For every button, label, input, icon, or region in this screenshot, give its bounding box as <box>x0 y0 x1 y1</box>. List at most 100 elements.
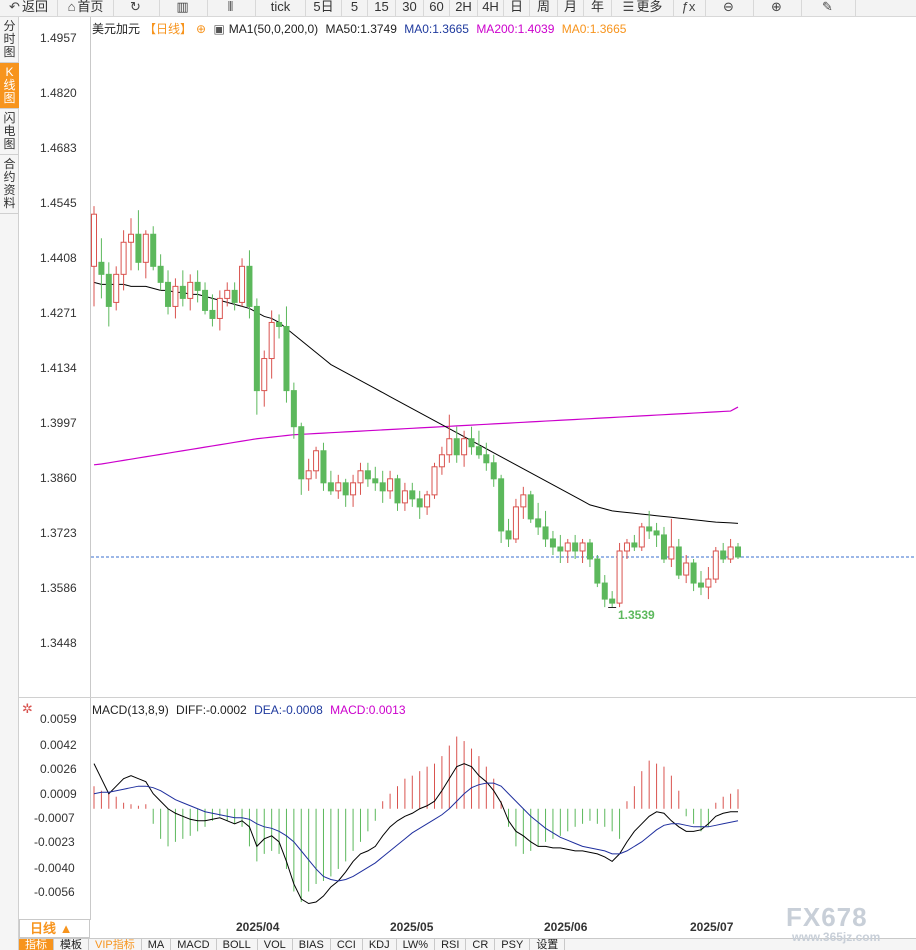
toolbar-label: 周 <box>536 0 550 14</box>
candle-body <box>461 438 468 456</box>
side-tab-3[interactable]: 合约资料 <box>0 155 19 214</box>
candle-body <box>150 233 157 267</box>
toolbar-label: 2H <box>455 0 472 14</box>
toolbar-button-candlestick[interactable]: ⫴ <box>208 0 256 16</box>
toolbar-button-30[interactable]: 30 <box>396 0 424 16</box>
indicator-tab-11[interactable]: RSI <box>435 939 467 950</box>
toolbar-button-年[interactable]: 年 <box>584 0 612 16</box>
candle-body <box>572 542 579 552</box>
toolbar-label: 30 <box>402 0 417 14</box>
toolbar-button-refresh[interactable]: ↻ <box>114 0 160 16</box>
toolbar-button-更多[interactable]: ☰ 更多 <box>612 0 674 16</box>
candle-body <box>379 482 386 492</box>
candle-body <box>276 321 283 327</box>
toolbar-button-4H[interactable]: 4H <box>478 0 504 16</box>
y-axis-line <box>90 17 91 920</box>
ma0-value-2: MA0:1.3665 <box>561 22 627 36</box>
candle-body <box>401 490 408 504</box>
macd-dea: DEA:-0.0008 <box>254 703 323 717</box>
candle-body <box>202 289 209 311</box>
price-tick-label: 1.4683 <box>40 140 77 155</box>
top-toolbar: ↶ 返回 ⌂ 首页 ↻ ▥ ⫴ tick 5日 5 15 30 60 2H 4H 日周月年 ☰ 更多 ƒx ⊖ ⊕ ✎ <box>0 0 916 17</box>
price-tick-label: 1.3448 <box>40 636 77 650</box>
indicator-tab-0[interactable]: 指标 <box>19 939 54 950</box>
toolbar-button-zoom-out[interactable]: ⊖ <box>706 0 754 16</box>
toolbar-button-2H[interactable]: 2H <box>450 0 478 16</box>
toolbar-button-日[interactable]: 日 <box>504 0 530 16</box>
indicator-tab-1[interactable]: 模板 <box>54 939 89 950</box>
indicator-tab-3[interactable]: MA <box>142 939 172 950</box>
candle-body <box>483 454 490 464</box>
toolbar-button-月[interactable]: 月 <box>558 0 584 16</box>
price-tick-label: 1.4408 <box>40 251 77 266</box>
candle-body <box>357 470 364 484</box>
add-icon[interactable]: ⊕ <box>196 22 207 36</box>
candle-body <box>216 297 223 319</box>
candle-body <box>394 478 401 504</box>
indicator-tab-7[interactable]: BIAS <box>293 939 331 950</box>
indicator-tab-14[interactable]: 设置 <box>530 939 566 950</box>
toolbar-label: 日 <box>509 0 523 14</box>
toolbar-button-周[interactable]: 周 <box>530 0 558 16</box>
candle-body <box>187 281 194 299</box>
toolbar-label: 年 <box>590 0 604 14</box>
toolbar-label: 更多 <box>636 0 663 14</box>
macd-settings-icon[interactable]: ✲ <box>22 701 33 716</box>
candle-body <box>505 530 512 540</box>
candle-body <box>646 526 653 532</box>
indicator-tab-13[interactable]: PSY <box>495 939 531 950</box>
candle-body <box>283 325 290 392</box>
indicator-tab-8[interactable]: CCI <box>331 939 363 950</box>
candle-body <box>498 478 505 532</box>
toolbar-button-zoom-in[interactable]: ⊕ <box>754 0 802 16</box>
ma0-value: MA0:1.3665 <box>404 22 469 36</box>
indicator-tab-12[interactable]: CR <box>466 939 496 950</box>
candle-body <box>631 542 638 548</box>
indicator-tab-2[interactable]: VIP指标 <box>89 939 142 950</box>
toolbar-label: tick <box>270 0 291 14</box>
toolbar-button-tick[interactable]: tick <box>256 0 306 16</box>
ma-settings-icon[interactable]: ▣ <box>213 22 225 36</box>
candle-body <box>179 285 186 299</box>
time-tick-label: 2025/04 <box>236 920 280 934</box>
candle-body <box>616 550 623 604</box>
candle-body <box>727 546 734 560</box>
toolbar-button-pen[interactable]: ✎ <box>802 0 856 16</box>
candle-body <box>542 526 549 540</box>
candle-body <box>364 470 371 480</box>
candle-body <box>113 273 120 303</box>
candle-body <box>342 482 349 496</box>
candle-body <box>586 542 593 560</box>
indicator-tab-4[interactable]: MACD <box>171 939 217 950</box>
price-tick-label: 1.4545 <box>40 196 77 211</box>
toolbar-button-5日[interactable]: 5日 <box>306 0 342 16</box>
toolbar-button-首页[interactable]: ⌂ 首页 <box>58 0 114 16</box>
indicator-tab-5[interactable]: BOLL <box>217 939 258 950</box>
indicator-tabs: 指标 模板 VIP指标 MA MACD BOLL VOL BIAS CCI KDJ LW% RSI CR… <box>19 938 916 950</box>
candle-body <box>579 542 586 552</box>
candle-body <box>446 438 453 456</box>
toolbar-button-bar-chart[interactable]: ▥ <box>160 0 208 16</box>
toolbar-button-5[interactable]: 5 <box>342 0 368 16</box>
ma-name: MA1(50,0,200,0) <box>228 22 319 36</box>
indicator-tab-10[interactable]: LW% <box>397 939 436 950</box>
indicator-tab-9[interactable]: KDJ <box>363 939 397 950</box>
side-tab-0[interactable]: 分时图 <box>0 17 19 63</box>
toolbar-button-15[interactable]: 15 <box>368 0 396 16</box>
side-tab-2[interactable]: 闪电图 <box>0 109 19 155</box>
candle-body <box>549 538 556 548</box>
candle-body <box>313 450 320 472</box>
toolbar-button-60[interactable]: 60 <box>424 0 450 16</box>
candle-body <box>128 233 135 243</box>
candle-body <box>253 305 260 392</box>
menu-icon: ☰ <box>622 0 635 14</box>
price-tick-label: 1.3586 <box>40 580 77 595</box>
indicator-tab-6[interactable]: VOL <box>258 939 293 950</box>
candle-body <box>675 546 682 576</box>
toolbar-button-返回[interactable]: ↶ 返回 <box>0 0 58 16</box>
macd-diff-line <box>93 763 738 905</box>
toolbar-button-function[interactable]: ƒx <box>674 0 706 16</box>
period-button[interactable]: 日线 ▲ <box>19 919 90 938</box>
